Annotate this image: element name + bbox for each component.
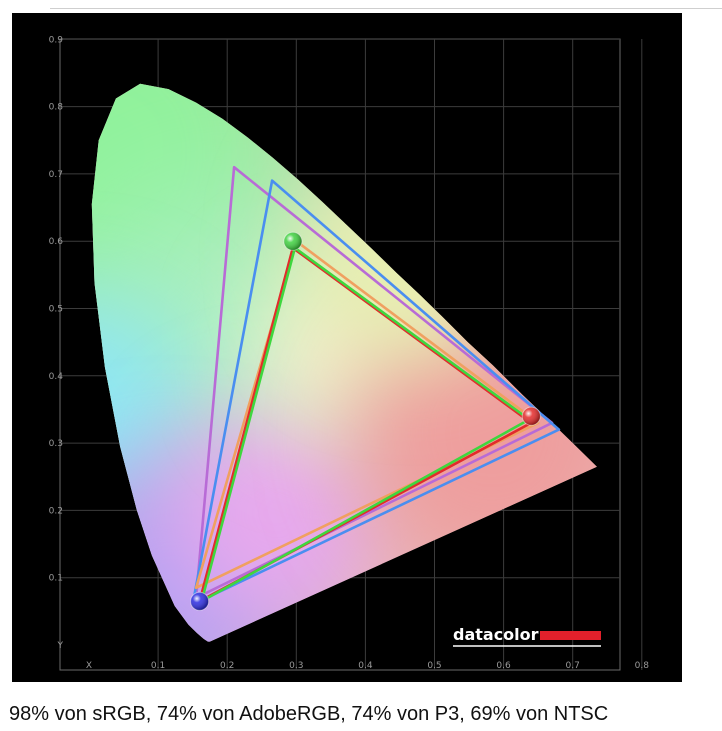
green-primary-marker (283, 231, 303, 251)
x-tick-label: 0.1 (151, 661, 165, 671)
x-tick-label: 0.5 (427, 661, 441, 671)
cie-gamut-chart: X 0.1 0.2 0.3 0.4 0.5 0.6 0.7 0.8 Y 0.1 0.2 0.3 0.4 0.… (49, 35, 650, 671)
x-tick-label: 0.2 (220, 661, 234, 671)
gamut-triangle-5 (200, 246, 531, 603)
y-tick-label: Y (57, 641, 64, 651)
y-tick-label: 0.9 (49, 35, 64, 45)
gamut-triangle-3 (194, 239, 540, 590)
y-tick-label: 0.3 (49, 439, 63, 449)
y-tick-label: 0.4 (49, 372, 64, 382)
gamut-triangles (191, 165, 561, 606)
blue-primary-marker (190, 591, 210, 611)
datacolor-logo: datacolor (453, 625, 601, 647)
gamut-triangle-4 (198, 246, 533, 603)
x-tick-label: X (86, 661, 92, 671)
y-tick-label: 0.6 (49, 237, 64, 247)
primary-markers (190, 231, 541, 611)
axis-tick-labels: X 0.1 0.2 0.3 0.4 0.5 0.6 0.7 0.8 Y 0.1 0.2 0.3 0.4 0.… (49, 35, 650, 671)
x-tick-label: 0.8 (635, 661, 650, 671)
x-tick-label: 0.7 (566, 661, 580, 671)
gamut-triangle-2 (191, 179, 561, 606)
x-tick-label: 0.4 (358, 661, 373, 671)
y-tick-label: 0.1 (49, 574, 63, 584)
x-tick-label: 0.6 (496, 661, 511, 671)
y-tick-label: 0.7 (49, 170, 63, 180)
y-tick-label: 0.8 (49, 103, 64, 113)
brand-bar (540, 631, 601, 640)
gamut-triangle-1 (194, 165, 554, 600)
top-divider (50, 8, 722, 9)
brand-text: datacolor (453, 625, 539, 644)
spectral-locus-fill (91, 83, 597, 642)
red-primary-marker (521, 406, 541, 426)
y-tick-label: 0.2 (49, 506, 63, 516)
x-tick-label: 0.3 (289, 661, 303, 671)
gamut-caption: 98% von sRGB, 74% von AdobeRGB, 74% von … (9, 703, 609, 725)
gamut-figure: X 0.1 0.2 0.3 0.4 0.5 0.6 0.7 0.8 Y 0.1 0.2 0.3 0.4 0.… (12, 13, 682, 682)
y-tick-label: 0.5 (49, 305, 63, 315)
